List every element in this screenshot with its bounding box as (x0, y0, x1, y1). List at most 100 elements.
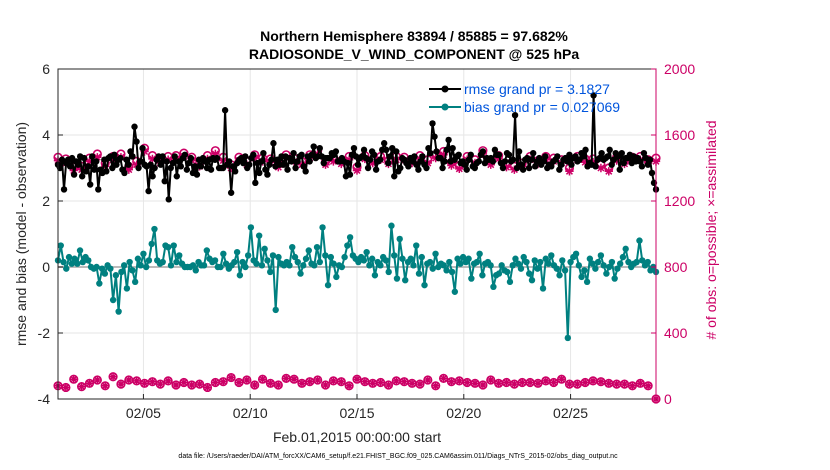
bias-point (616, 260, 624, 267)
bias-point (473, 258, 481, 266)
bias-point (363, 248, 370, 256)
x-axis: 02/05 02/10 02/15 02/20 02/25 (126, 394, 588, 421)
bias-point (581, 267, 588, 274)
rmse-point (527, 156, 535, 163)
bias-point (498, 262, 505, 269)
rmse-point (465, 156, 472, 163)
rmse-point (298, 151, 305, 158)
bias-point (440, 262, 448, 269)
rmse-point (548, 163, 555, 170)
rmse-series (54, 92, 660, 203)
obs-assimilated-marker (620, 379, 629, 389)
bias-point (211, 257, 219, 264)
y2-tick-label: 1200 (664, 193, 695, 209)
rmse-point (568, 161, 575, 168)
rmse-point (598, 149, 605, 157)
obs-assimilated-marker (447, 161, 456, 170)
rmse-point (80, 154, 88, 162)
obs-assimilated-marker (400, 377, 409, 386)
rmse-point (640, 149, 648, 157)
bias-point (189, 262, 197, 269)
obs-assimilated-marker (124, 165, 134, 174)
bias-point (131, 278, 139, 286)
rmse-point (262, 166, 269, 173)
bias-point (85, 257, 92, 264)
rmse-point (266, 161, 273, 168)
rmse-point (258, 158, 265, 165)
bias-point (413, 242, 420, 249)
rmse-point (346, 171, 354, 178)
rmse-point (489, 158, 497, 165)
bias-point (509, 262, 516, 269)
bias-point (60, 258, 67, 266)
obs-assimilated-marker (93, 153, 102, 162)
rmse-point (302, 168, 309, 175)
bias-point (236, 272, 244, 279)
bias-point (572, 250, 580, 257)
bias-point (255, 232, 263, 239)
rmse-point (648, 169, 656, 177)
rmse-point (511, 112, 519, 119)
rmse-point (87, 181, 94, 188)
rmse-point (475, 158, 483, 165)
bias-point (391, 252, 398, 259)
rmse-point (519, 166, 527, 173)
obs-assimilated-marker (565, 167, 574, 176)
bias-point (322, 252, 329, 259)
y2-axis-label: # of obs: o=possible; ×=assimilated (703, 120, 719, 339)
obs-assimilated-marker (69, 375, 78, 384)
x-tick-label: 02/10 (233, 405, 268, 421)
rmse-point (529, 149, 537, 157)
rmse-point (515, 148, 523, 155)
rmse-point (70, 171, 78, 178)
bias-point (261, 245, 268, 253)
rmse-point (129, 153, 136, 160)
bias-point (506, 278, 514, 286)
bias-point (231, 258, 238, 266)
bias-point (531, 257, 538, 264)
obs-assimilated-marker (219, 377, 228, 386)
bias-point (129, 267, 136, 274)
rmse-point (616, 166, 623, 173)
obs-assimilated-marker (234, 378, 244, 387)
rmse-point (280, 161, 287, 168)
obs-assimilated-marker (124, 375, 134, 385)
rmse-point (250, 151, 257, 158)
bias-point (528, 277, 536, 284)
obs-assimilated-marker (85, 157, 94, 166)
obs-assimilated-marker (604, 379, 613, 388)
bias-point (517, 265, 525, 272)
x-tick-label: 02/15 (339, 405, 374, 421)
obs-assimilated-marker (77, 382, 86, 391)
obs-assimilated-marker (203, 383, 212, 392)
obs-assimilated-marker (392, 376, 401, 386)
bias-point (220, 250, 227, 257)
bias-point (415, 270, 423, 277)
rmse-point (66, 163, 74, 170)
rmse-point (618, 149, 625, 157)
rmse-point (344, 159, 352, 167)
obs-assimilated-marker (596, 163, 606, 173)
rmse-point (89, 153, 96, 160)
obs-assimilated-marker (344, 381, 354, 390)
bias-point (200, 262, 208, 269)
obs-assimilated-marker (494, 154, 503, 164)
bias-point (622, 245, 629, 253)
rmse-point (256, 169, 263, 177)
bias-point (377, 262, 384, 269)
obs-assimilated-marker (415, 379, 425, 389)
bias-point (382, 257, 390, 264)
rmse-point (231, 168, 239, 175)
y2-tick-label: 2000 (664, 61, 695, 77)
obs-assimilated-marker (604, 167, 613, 176)
obs-assimilated-marker (573, 379, 582, 389)
left-axis: -4 -2 0 2 4 6 (38, 61, 63, 407)
bias-point (594, 258, 602, 266)
bias-point (222, 260, 230, 267)
rmse-point (268, 156, 275, 163)
rmse-point (123, 156, 130, 163)
obs-assimilated-marker (533, 379, 543, 388)
obs-assimilated-marker (596, 377, 606, 386)
legend-rmse-label: rmse grand pr = 3.1827 (464, 81, 610, 97)
obs-assimilated-marker (565, 379, 574, 389)
